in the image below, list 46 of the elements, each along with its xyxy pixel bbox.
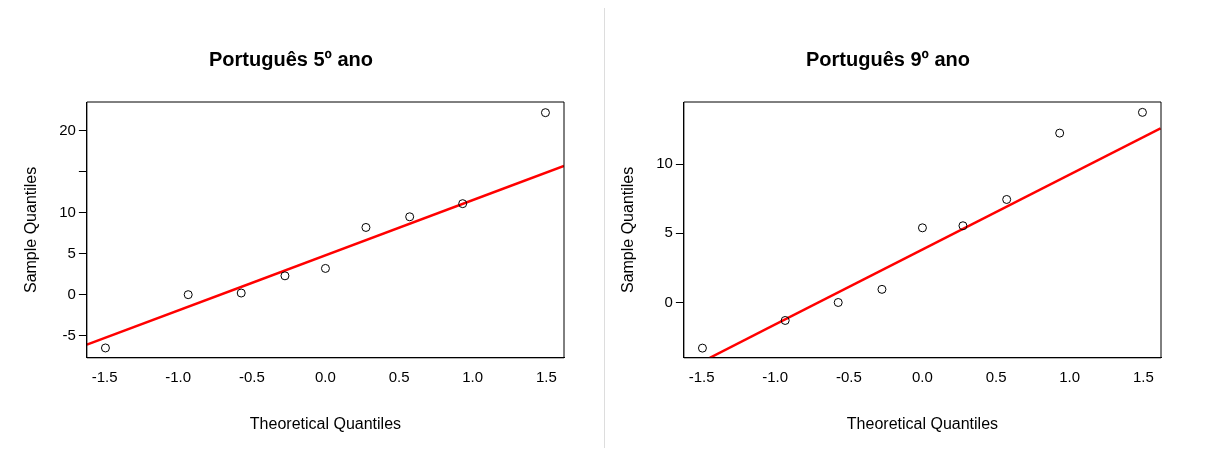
y-tick-label: -5 <box>62 325 76 343</box>
point <box>100 343 110 353</box>
x-tick-label: 0.5 <box>388 367 410 385</box>
y-tick-label: 5 <box>664 223 673 241</box>
point <box>780 315 790 325</box>
y-tick-label: 0 <box>67 284 76 302</box>
y-tick-label: 20 <box>59 120 76 138</box>
point <box>917 223 927 233</box>
point <box>540 108 550 118</box>
y-axis-title: Sample Quantiles <box>22 166 40 294</box>
point <box>1002 194 1012 204</box>
x-tick-label: 1.0 <box>462 367 484 385</box>
x-tick-label: -1.5 <box>91 367 118 385</box>
x-axis-title: Theoretical Quantiles <box>249 414 402 432</box>
point <box>877 284 887 294</box>
point <box>183 290 193 300</box>
point <box>697 343 707 353</box>
y-tick-label: 10 <box>656 154 673 172</box>
point <box>1137 107 1147 117</box>
x-tick-label: 0.0 <box>315 367 336 385</box>
point <box>1055 128 1065 138</box>
chart-title: Português 9º ano <box>806 47 970 70</box>
x-tick-label: 1.5 <box>1132 367 1154 385</box>
x-tick-label: -0.5 <box>238 367 265 385</box>
x-tick-label: -1.0 <box>762 367 789 385</box>
y-tick-label: 10 <box>59 202 76 220</box>
y-tick-label: 0 <box>664 292 673 310</box>
point <box>236 288 246 298</box>
x-tick-label: -1.5 <box>688 367 715 385</box>
point <box>405 212 415 222</box>
point <box>320 263 330 273</box>
point <box>361 222 371 232</box>
x-tick-label: -1.0 <box>165 367 192 385</box>
x-tick-label: 1.0 <box>1059 367 1081 385</box>
point <box>458 199 468 209</box>
y-axis-title: Sample Quantiles <box>619 166 637 294</box>
x-axis-title: Theoretical Quantiles <box>846 414 999 432</box>
x-tick-label: 0.5 <box>985 367 1007 385</box>
point <box>833 297 843 307</box>
y-tick-label: 5 <box>67 243 76 261</box>
point <box>280 271 290 281</box>
chart-title: Português 5º ano <box>209 47 373 70</box>
point <box>958 221 968 231</box>
x-tick-label: 0.0 <box>912 367 933 385</box>
x-tick-label: -0.5 <box>835 367 862 385</box>
x-tick-label: 1.5 <box>535 367 557 385</box>
